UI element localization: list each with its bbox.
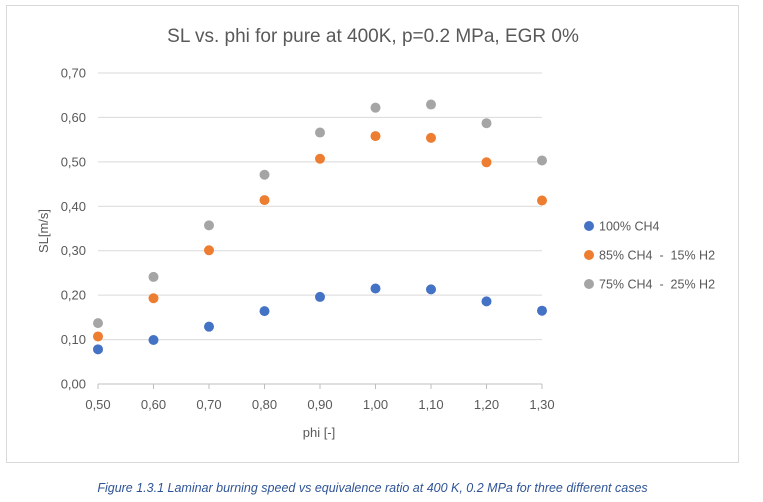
data-point <box>537 155 547 166</box>
data-point <box>537 195 547 206</box>
chart-title: SL vs. phi for pure at 400K, p=0.2 MPa, … <box>167 26 579 47</box>
x-tick-label: 1,30 <box>529 397 554 412</box>
data-point <box>426 132 436 143</box>
legend-marker <box>584 279 594 289</box>
y-tick-label: 0,70 <box>61 66 86 81</box>
chart-svg: SL vs. phi for pure at 400K, p=0.2 MPa, … <box>36 26 715 440</box>
y-tick-label: 0,60 <box>61 110 86 125</box>
data-point <box>426 284 436 295</box>
data-point <box>259 306 270 317</box>
x-tick-label: 0,70 <box>196 397 221 412</box>
data-point <box>259 195 270 206</box>
data-series <box>93 99 547 355</box>
data-point <box>315 127 325 138</box>
data-point <box>315 291 325 302</box>
x-tick-label: 1,00 <box>363 397 388 412</box>
data-point <box>481 296 492 307</box>
legend-marker <box>584 221 594 231</box>
legend-label: 100% CH4 <box>599 220 659 234</box>
x-tick-label: 0,60 <box>141 397 166 412</box>
axes: 0,00 0,10 0,20 0,30 0,40 0,50 0,60 0,70 0,50 0,60… <box>61 66 555 413</box>
y-tick-label: 0,00 <box>61 377 86 392</box>
figure-caption: Figure 1.3.1 Laminar burning speed vs eq… <box>97 481 648 495</box>
data-point <box>537 305 547 316</box>
y-tick-label: 0,40 <box>61 199 86 214</box>
data-point <box>148 271 159 282</box>
data-point <box>93 318 103 329</box>
chart-frame: SL vs. phi for pure at 400K, p=0.2 MPa, … <box>6 5 739 463</box>
x-tick-label: 0,90 <box>307 397 332 412</box>
y-tick-label: 0,20 <box>61 288 86 303</box>
x-tick-label: 0,80 <box>252 397 277 412</box>
y-axis-label: SL[m/s] <box>36 209 51 253</box>
legend-label: 85% CH4 - 15% H2 <box>599 249 715 263</box>
series-2 <box>93 131 547 342</box>
x-tick-label: 1,10 <box>418 397 443 412</box>
data-point <box>426 99 436 110</box>
legend-marker <box>584 250 594 260</box>
x-tick-label: 1,20 <box>474 397 499 412</box>
x-tick-label: 0,50 <box>85 397 110 412</box>
x-axis-label: phi [-] <box>303 425 336 440</box>
data-point <box>370 131 381 142</box>
data-point <box>93 344 103 355</box>
data-point <box>148 335 159 346</box>
data-point <box>481 157 492 168</box>
data-point <box>481 118 492 129</box>
data-point <box>370 283 381 294</box>
data-point <box>370 102 381 113</box>
data-point <box>204 321 214 332</box>
data-point <box>204 245 214 256</box>
legend-label: 75% CH4 - 25% H2 <box>599 278 715 292</box>
data-point <box>315 153 325 164</box>
series-1 <box>93 283 547 355</box>
y-tick-label: 0,10 <box>61 332 86 347</box>
data-point <box>93 331 103 342</box>
legend: 100% CH4 85% CH4 - 15% H2 75% CH4 - 25% H2 <box>584 220 715 292</box>
y-tick-label: 0,30 <box>61 243 86 258</box>
y-tick-label: 0,50 <box>61 154 86 169</box>
data-point <box>204 220 214 231</box>
series-3 <box>93 99 547 329</box>
data-point <box>148 293 159 304</box>
data-point <box>259 169 270 180</box>
